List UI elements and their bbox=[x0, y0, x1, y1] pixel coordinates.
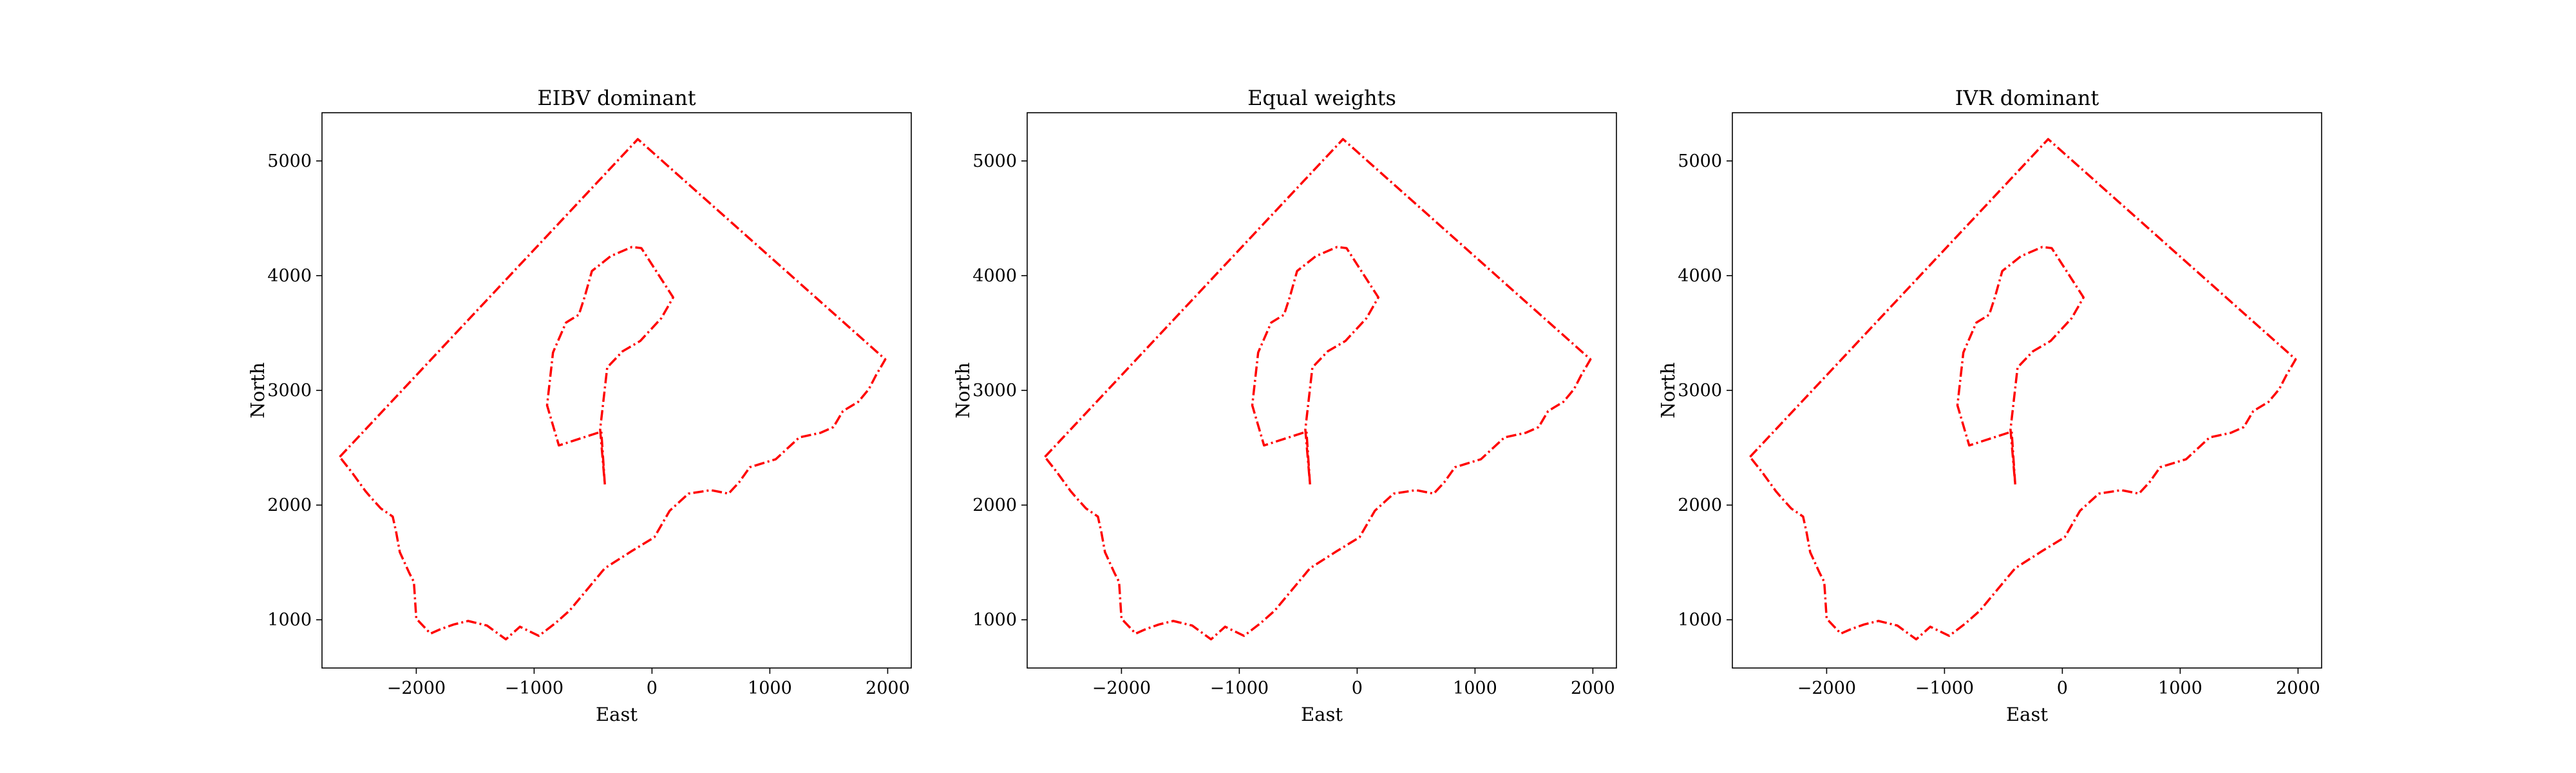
y-tick-label: 5000 bbox=[267, 151, 312, 171]
outer-boundary-line bbox=[339, 138, 887, 641]
x-tick-label: 2000 bbox=[1571, 678, 1615, 698]
panel-3: −2000 −1000 0 1000 2000 1000 2000 3000 4000 5000 I… bbox=[1657, 86, 2322, 725]
x-tick-label: −1000 bbox=[1915, 678, 1974, 698]
y-tick-label: 2000 bbox=[267, 495, 312, 515]
panel-1: −2000 −1000 0 1000 2000 1000 2000 3000 4000 5000 E… bbox=[247, 86, 912, 725]
y-tick-label: 1000 bbox=[1678, 610, 1722, 630]
y-axis-label: North bbox=[1657, 362, 1679, 418]
x-axis-label: East bbox=[596, 703, 638, 725]
y-tick-label: 1000 bbox=[267, 610, 312, 630]
x-tick-label: −2000 bbox=[1797, 678, 1856, 698]
x-tick-label: 1000 bbox=[748, 678, 792, 698]
x-tick-label: 1000 bbox=[2158, 678, 2202, 698]
x-tick-label: 2000 bbox=[2276, 678, 2320, 698]
x-tick-label: −2000 bbox=[387, 678, 446, 698]
y-tick-label: 3000 bbox=[972, 381, 1017, 401]
y-tick-label: 4000 bbox=[267, 266, 312, 286]
x-tick-label: 2000 bbox=[866, 678, 910, 698]
y-tick-label: 3000 bbox=[1678, 381, 1722, 401]
panel-title: Equal weights bbox=[1247, 86, 1396, 110]
x-axis-label: East bbox=[1301, 703, 1343, 725]
x-axis-label: East bbox=[2006, 703, 2048, 725]
y-tick-label: 5000 bbox=[972, 151, 1017, 171]
y-tick-label: 2000 bbox=[972, 495, 1017, 515]
y-tick-label: 2000 bbox=[1678, 495, 1722, 515]
x-tick-label: 0 bbox=[647, 678, 658, 698]
y-tick-label: 1000 bbox=[972, 610, 1017, 630]
y-tick-label: 3000 bbox=[267, 381, 312, 401]
inner-boundary-line bbox=[545, 245, 675, 485]
y-tick-label: 4000 bbox=[972, 266, 1017, 286]
x-tick-label: 0 bbox=[2057, 678, 2068, 698]
y-axis-label: North bbox=[247, 362, 269, 418]
outer-boundary-line bbox=[1044, 138, 1592, 641]
panel-title: EIBV dominant bbox=[537, 86, 696, 110]
x-tick-label: 1000 bbox=[1453, 678, 1497, 698]
y-axis-label: North bbox=[952, 362, 974, 418]
x-tick-label: 0 bbox=[1352, 678, 1363, 698]
inner-boundary-line bbox=[1251, 245, 1380, 485]
y-tick-label: 4000 bbox=[1678, 266, 1722, 286]
y-tick-label: 5000 bbox=[1678, 151, 1722, 171]
panel-2: −2000 −1000 0 1000 2000 1000 2000 3000 4000 5000 E… bbox=[952, 86, 1617, 725]
x-tick-label: −1000 bbox=[505, 678, 564, 698]
panel-title: IVR dominant bbox=[1955, 86, 2099, 110]
inner-boundary-line bbox=[1956, 245, 2085, 485]
x-tick-label: −2000 bbox=[1092, 678, 1151, 698]
outer-boundary-line bbox=[1749, 138, 2297, 641]
x-tick-label: −1000 bbox=[1210, 678, 1269, 698]
